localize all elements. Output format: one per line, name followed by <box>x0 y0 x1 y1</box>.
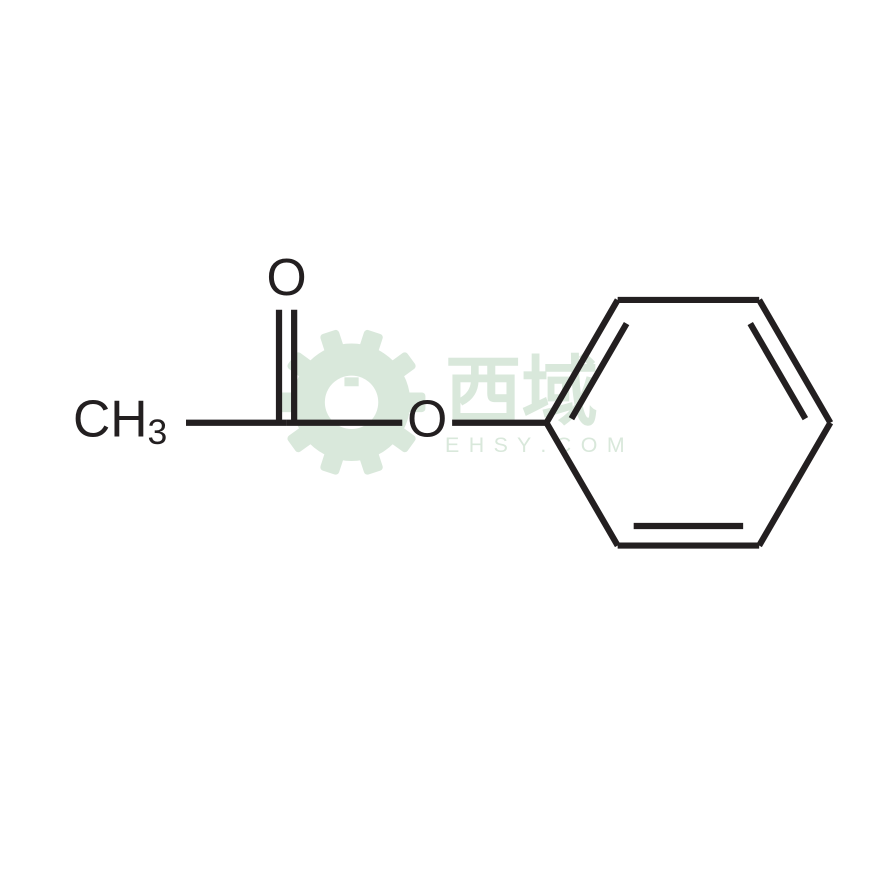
watermark: 西域E H S Y . C O M <box>278 329 627 476</box>
bonds-layer <box>186 300 830 546</box>
watermark-text-sub: E H S Y . C O M <box>445 433 626 457</box>
atom-label-o-single: O <box>407 389 447 447</box>
atom-label-ch3: CH3 <box>73 389 167 452</box>
chemical-structure-canvas: 西域E H S Y . C O M CH3 O O <box>0 0 890 890</box>
atom-label-o-double: O <box>267 248 307 306</box>
